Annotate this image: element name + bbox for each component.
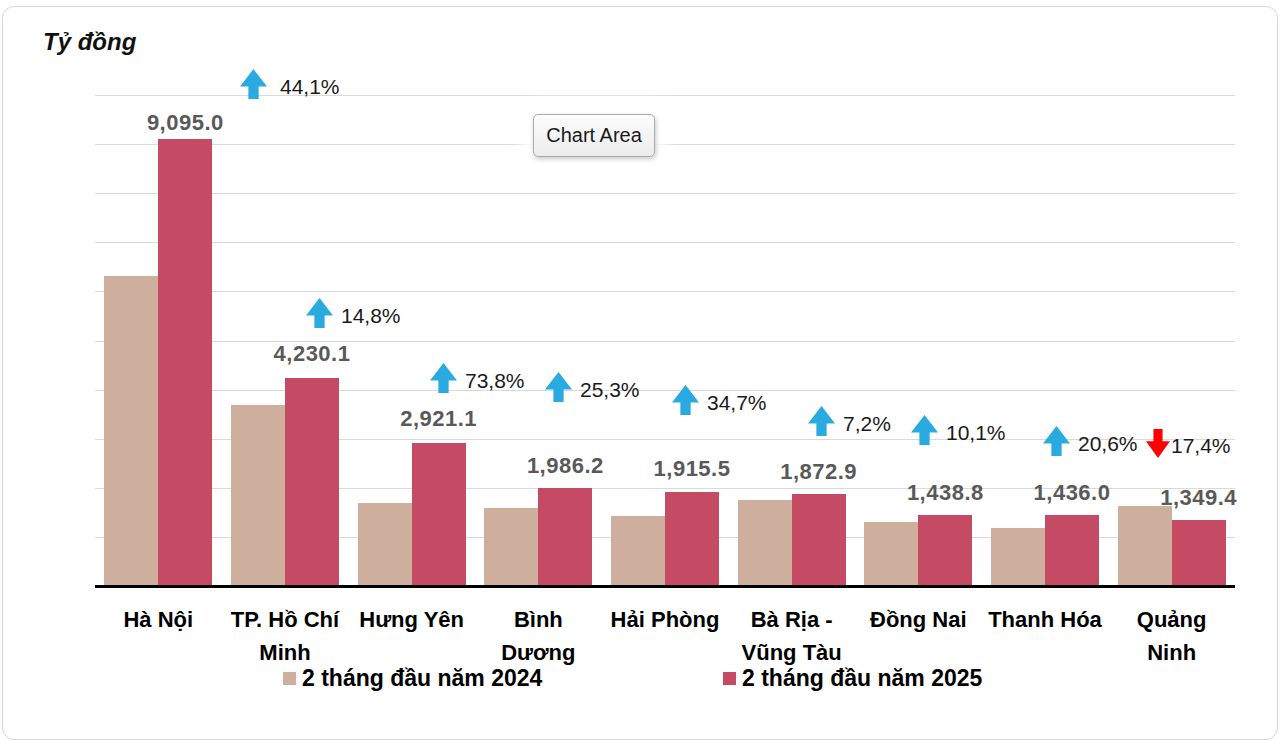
bar-2024-9[interactable] <box>1118 506 1172 586</box>
legend-label-2024: 2 tháng đầu năm 2024 <box>302 665 542 692</box>
change-callout: 73,8% <box>430 362 525 393</box>
change-percent-label: 10,1% <box>946 420 1006 445</box>
legend-item-2024[interactable]: 2 tháng đầu năm 2024 <box>283 664 542 692</box>
bar-2025-3[interactable] <box>412 443 466 586</box>
down-arrow-icon <box>1146 429 1170 458</box>
change-callout: 44,1% <box>240 68 340 99</box>
bar-2025-7[interactable] <box>918 515 972 586</box>
up-arrow-icon <box>430 363 457 393</box>
change-callout: 25,3% <box>545 371 640 402</box>
legend-swatch-2025 <box>723 672 736 685</box>
x-axis-label: Bình Dương <box>470 603 606 669</box>
value-label: 1,349.4 <box>1114 485 1280 511</box>
change-percent-label: 17,4% <box>1171 433 1231 458</box>
x-axis-label: Hưng Yên <box>344 603 480 636</box>
x-axis-label: Đồng Nai <box>850 603 986 636</box>
bar-2024-7[interactable] <box>864 522 918 586</box>
up-arrow-icon <box>1043 426 1070 456</box>
up-arrow-icon <box>306 298 333 328</box>
change-callout: 7,2% <box>808 405 891 436</box>
bar-2024-8[interactable] <box>991 528 1045 586</box>
up-arrow-icon <box>240 69 267 99</box>
x-axis-label: Thanh Hóa <box>977 603 1113 636</box>
change-percent-label: 7,2% <box>843 411 891 436</box>
up-arrow-icon <box>545 372 572 402</box>
legend-item-2025[interactable]: 2 tháng đầu năm 2025 <box>723 664 982 692</box>
legend-label-2025: 2 tháng đầu năm 2025 <box>742 665 982 692</box>
change-percent-label: 14,8% <box>341 303 401 328</box>
bar-2025-5[interactable] <box>665 492 719 586</box>
bar-2024-5[interactable] <box>611 516 665 586</box>
x-axis-line <box>95 585 1235 588</box>
x-axis-label: Quảng Ninh <box>1104 603 1240 669</box>
change-callout: 20,6% <box>1043 425 1138 456</box>
gridline <box>95 242 1235 243</box>
value-label: 2,921.1 <box>354 406 524 432</box>
value-label: 9,095.0 <box>100 110 270 136</box>
bar-2024-1[interactable] <box>104 276 158 586</box>
up-arrow-icon <box>911 415 938 445</box>
bar-2024-2[interactable] <box>231 405 285 586</box>
legend: 2 tháng đầu năm 2024 2 tháng đầu năm 202… <box>0 664 1280 692</box>
change-callout: 14,8% <box>306 297 401 328</box>
chart-canvas: Tỷ đồng Hà Nội 9,095.0 44,1% TP. Hồ Chí Min… <box>0 0 1280 747</box>
value-label: 4,230.1 <box>227 341 397 367</box>
legend-swatch-2024 <box>283 672 296 685</box>
change-percent-label: 73,8% <box>465 368 525 393</box>
change-percent-label: 25,3% <box>580 377 640 402</box>
up-arrow-icon <box>808 406 835 436</box>
up-arrow-icon <box>672 385 699 415</box>
chart-title: Tỷ đồng <box>43 28 136 56</box>
bar-2025-8[interactable] <box>1045 515 1099 586</box>
change-callout: 34,7% <box>672 384 767 415</box>
change-callout: 10,1% <box>911 414 1006 445</box>
chart-area-tooltip-label: Chart Area <box>546 124 642 147</box>
gridline <box>95 291 1235 292</box>
x-axis-label: Hà Nội <box>90 603 226 636</box>
x-axis-label: Hải Phòng <box>597 603 733 636</box>
x-axis-label: Bà Rịa - Vũng Tàu <box>724 603 860 669</box>
bar-2025-2[interactable] <box>285 378 339 586</box>
bar-2025-9[interactable] <box>1172 520 1226 586</box>
bar-2025-6[interactable] <box>792 494 846 586</box>
change-percent-label: 20,6% <box>1078 431 1138 456</box>
gridline <box>95 144 1235 145</box>
gridline <box>95 193 1235 194</box>
bar-2025-1[interactable] <box>158 139 212 586</box>
gridline <box>95 390 1235 391</box>
change-callout: 17,4% <box>1146 427 1231 458</box>
bar-2025-4[interactable] <box>538 488 592 586</box>
chart-area-tooltip: Chart Area <box>533 114 655 157</box>
change-percent-label: 34,7% <box>707 390 767 415</box>
bar-2024-6[interactable] <box>738 500 792 586</box>
change-percent-label: 44,1% <box>280 74 340 99</box>
bar-2024-4[interactable] <box>484 508 538 586</box>
x-axis-label: TP. Hồ Chí Minh <box>217 603 353 669</box>
bar-2024-3[interactable] <box>358 503 412 586</box>
